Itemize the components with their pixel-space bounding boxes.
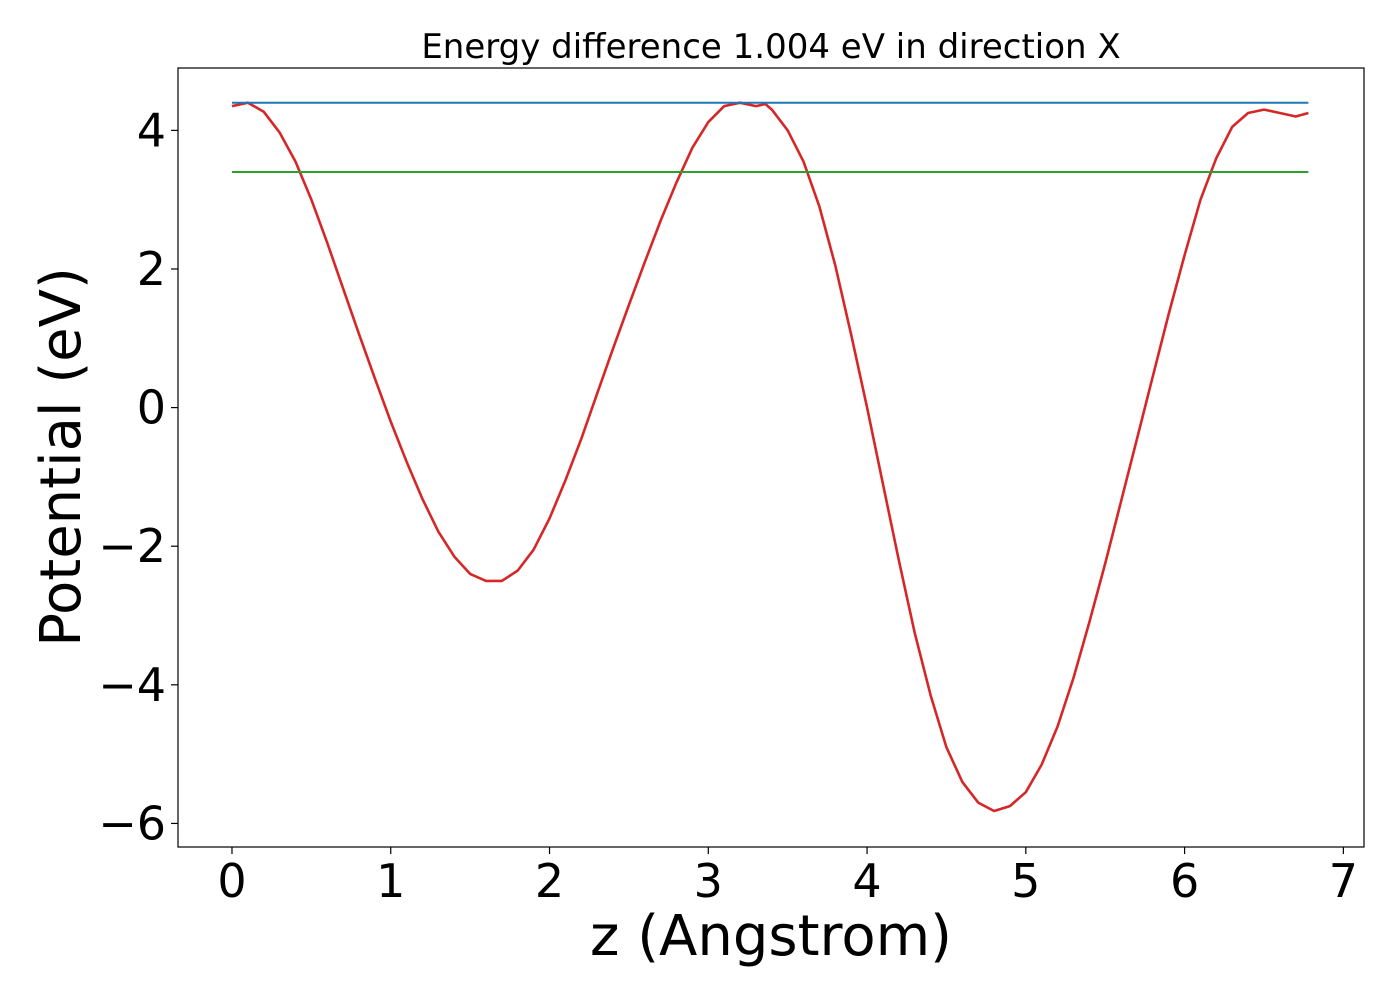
x-tick-label: 1 bbox=[376, 854, 405, 908]
y-axis-label: Potential (eV) bbox=[29, 267, 94, 647]
y-tick-label: 0 bbox=[137, 381, 166, 435]
x-tick-label: 5 bbox=[1011, 854, 1040, 908]
x-tick-label: 0 bbox=[217, 854, 246, 908]
x-axis-ticks: 0 1 2 3 4 5 6 7 bbox=[217, 847, 1358, 908]
x-tick-label: 7 bbox=[1329, 854, 1358, 908]
x-tick-label: 4 bbox=[852, 854, 881, 908]
y-axis-ticks: −6 −4 −2 0 2 4 bbox=[98, 103, 178, 850]
chart-title: Energy difference 1.004 eV in direction … bbox=[421, 27, 1120, 67]
y-tick-label: 4 bbox=[137, 103, 166, 157]
x-tick-label: 2 bbox=[535, 854, 564, 908]
y-tick-label: −6 bbox=[98, 796, 166, 850]
x-tick-label: 6 bbox=[1170, 854, 1199, 908]
x-axis-label: z (Angstrom) bbox=[590, 904, 952, 969]
y-tick-label: −2 bbox=[98, 519, 166, 573]
plot-area bbox=[177, 67, 1365, 848]
y-tick-label: 2 bbox=[137, 242, 166, 296]
series-layer bbox=[231, 101, 1309, 813]
series-line-0 bbox=[231, 101, 1309, 813]
x-tick-label: 3 bbox=[694, 854, 723, 908]
y-tick-label: −4 bbox=[98, 658, 166, 712]
plot-frame bbox=[177, 67, 1365, 848]
